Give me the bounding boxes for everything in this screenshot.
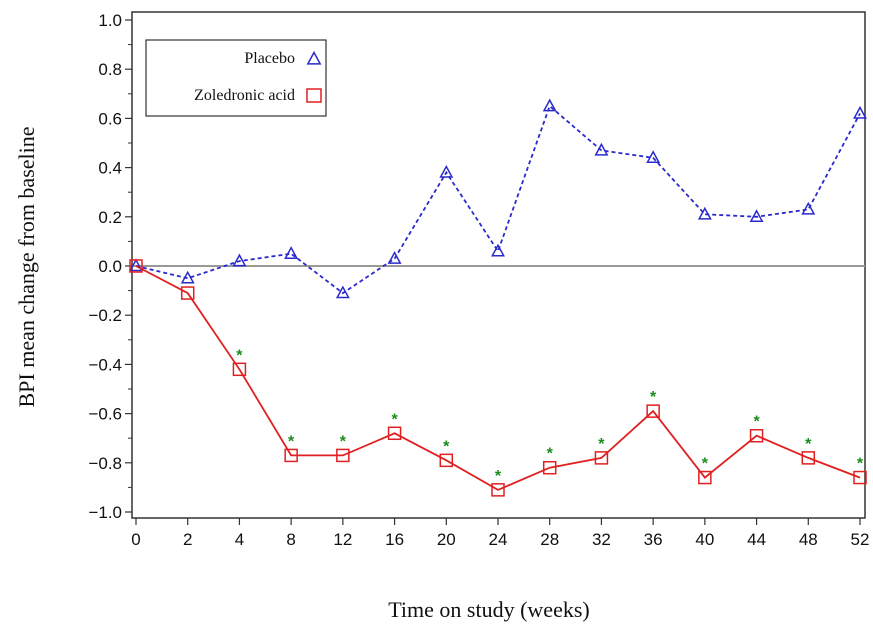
significance-asterisk: *: [443, 438, 450, 455]
y-tick-label: 1.0: [98, 11, 122, 30]
significance-asterisk: *: [391, 411, 398, 428]
x-tick-label: 24: [489, 530, 508, 549]
y-axis: 1.0 0.8 0.6 0.4 0.2 0.0 −0.2 −0.4 −0.6 −0.8 −1.0: [88, 11, 132, 522]
significance-asterisk: *: [650, 389, 657, 406]
y-tick-label: 0.4: [98, 159, 122, 178]
x-tick-label: 2: [183, 530, 192, 549]
legend-box: [146, 40, 326, 116]
x-tick-label: 48: [799, 530, 818, 549]
significance-asterisk: *: [547, 446, 554, 463]
significance-asterisk: *: [702, 456, 709, 473]
y-tick-label: 0.2: [98, 208, 122, 227]
x-tick-label: 20: [437, 530, 456, 549]
y-tick-label: −1.0: [88, 503, 122, 522]
x-tick-label: 40: [695, 530, 714, 549]
y-tick-label: −0.4: [88, 355, 122, 374]
significance-asterisk: *: [753, 414, 760, 431]
placebo-point: [854, 107, 865, 118]
legend-label-placebo: Placebo: [244, 50, 295, 67]
significance-asterisk: *: [805, 436, 812, 453]
x-tick-label: 36: [644, 530, 663, 549]
significance-asterisk: *: [236, 347, 243, 364]
x-tick-label: 4: [235, 530, 244, 549]
placebo-point: [803, 203, 814, 214]
y-axis-title: BPI mean change from baseline: [14, 126, 39, 407]
x-axis-title: Time on study (weeks): [388, 597, 589, 622]
significance-asterisk: *: [288, 433, 295, 450]
legend-label-zoledronic: Zoledronic acid: [194, 87, 295, 104]
significance-asterisk: *: [598, 436, 605, 453]
y-tick-label: 0.0: [98, 257, 122, 276]
y-tick-label: 0.8: [98, 60, 122, 79]
placebo-point: [492, 245, 503, 256]
significance-asterisk: *: [495, 468, 502, 485]
y-tick-label: −0.6: [88, 405, 122, 424]
y-tick-label: −0.8: [88, 454, 122, 473]
series-layer: [130, 100, 866, 496]
x-axis: 0 2 4 8 12 16 20 24 28 32 36 40 44 48 52: [131, 518, 869, 549]
x-tick-label: 0: [131, 530, 140, 549]
x-tick-label: 12: [333, 530, 352, 549]
legend: Placebo Zoledronic acid: [146, 40, 326, 116]
y-tick-label: 0.6: [98, 109, 122, 128]
x-tick-label: 28: [540, 530, 559, 549]
x-tick-label: 44: [747, 530, 766, 549]
x-tick-label: 8: [286, 530, 295, 549]
significance-asterisk: *: [857, 456, 864, 473]
y-tick-label: −0.2: [88, 306, 122, 325]
significance-layer: * * * * * * * * * * * * *: [236, 347, 864, 485]
zoledronic-acid-series-line: [136, 266, 860, 490]
significance-asterisk: *: [340, 433, 347, 450]
x-tick-label: 52: [851, 530, 870, 549]
x-tick-label: 16: [385, 530, 404, 549]
x-tick-label: 32: [592, 530, 611, 549]
